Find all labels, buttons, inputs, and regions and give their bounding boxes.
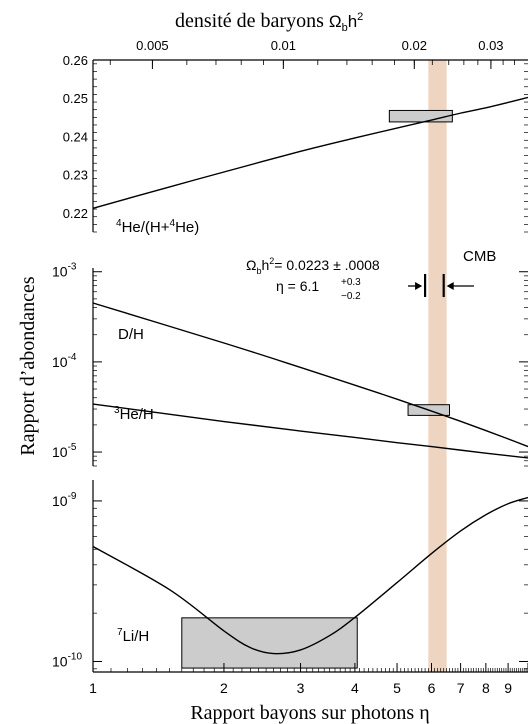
bottom-tick-label: 9 (504, 680, 512, 696)
helium-4-series-0-curve (92, 96, 528, 209)
helium-4-tick-label: 0.23 (63, 168, 88, 183)
bottom-tick-label: 2 (220, 680, 228, 696)
deuterium-helium-3-series-1-curve (92, 403, 528, 459)
top-tick-label: 0.01 (271, 38, 296, 53)
bottom-tick-label: 8 (482, 680, 490, 696)
label-layer: 0.005 0.01 0.02 0.03 densité de baryons Ωbh2… (17, 10, 512, 724)
bottom-tick-label: 6 (428, 680, 436, 696)
bottom-tick-label: 4 (351, 680, 359, 696)
top-tick-label: 0.03 (478, 38, 503, 53)
omega-annotation: Ωbh2= 0.0223 ± .0008 (246, 256, 380, 276)
deuterium-helium-3-tick-label: 10-5 (52, 442, 77, 460)
helium-4-tick-label: 0.25 (63, 91, 88, 106)
lithium-7-series-label: 7Li/H (117, 627, 149, 645)
lithium-7-series-0-curve (92, 496, 528, 655)
helium-4-series-label: 4He/(H+4He) (116, 218, 199, 236)
cmb-label: CMB (463, 248, 496, 265)
lithium-7-tick-label: 10-10 (52, 651, 82, 669)
helium-4-tick-label: 0.26 (63, 53, 88, 68)
cmb-band (428, 60, 447, 672)
top-axis-title: densité de baryons Ωbh2 (175, 10, 363, 34)
bottom-tick-label: 5 (393, 680, 401, 696)
deuterium-helium-3-tick-label: 10-3 (52, 262, 77, 280)
top-tick-label: 0.005 (136, 38, 169, 53)
helium-4-tick-label: 0.22 (63, 206, 88, 221)
y-axis-label: Rapport d’abondances (17, 276, 39, 456)
lithium-7-observation-box (181, 617, 358, 669)
deuterium-series-label: D/H (118, 326, 144, 343)
eta-plus-error: +0.3 (341, 277, 361, 288)
top-tick-label: 0.02 (402, 38, 427, 53)
helium-4-observation-box (388, 109, 453, 123)
helium-4-tick-label: 0.24 (63, 129, 88, 144)
bottom-tick-label: 7 (457, 680, 465, 696)
eta-annotation: η = 6.1 (276, 278, 319, 294)
x-axis-label: Rapport bayons sur photons η (190, 702, 429, 724)
bottom-tick-label: 1 (89, 680, 97, 696)
helium-3-series-label: 3He/H (114, 405, 154, 423)
cmb-band-layer (428, 60, 447, 672)
axis-layer (92, 59, 528, 673)
curve-layer (92, 96, 528, 655)
cmb-arrowhead-left (415, 282, 423, 290)
lithium-7-tick-label: 10-9 (52, 491, 77, 509)
deuterium-helium-3-series-0-curve (92, 302, 528, 448)
observation-box-layer (181, 109, 453, 669)
bottom-tick-label: 3 (297, 680, 305, 696)
deuterium-helium-3-tick-label: 10-4 (52, 352, 77, 370)
cmb-arrowhead-right (446, 282, 454, 290)
eta-minus-error: −0.2 (341, 291, 361, 302)
